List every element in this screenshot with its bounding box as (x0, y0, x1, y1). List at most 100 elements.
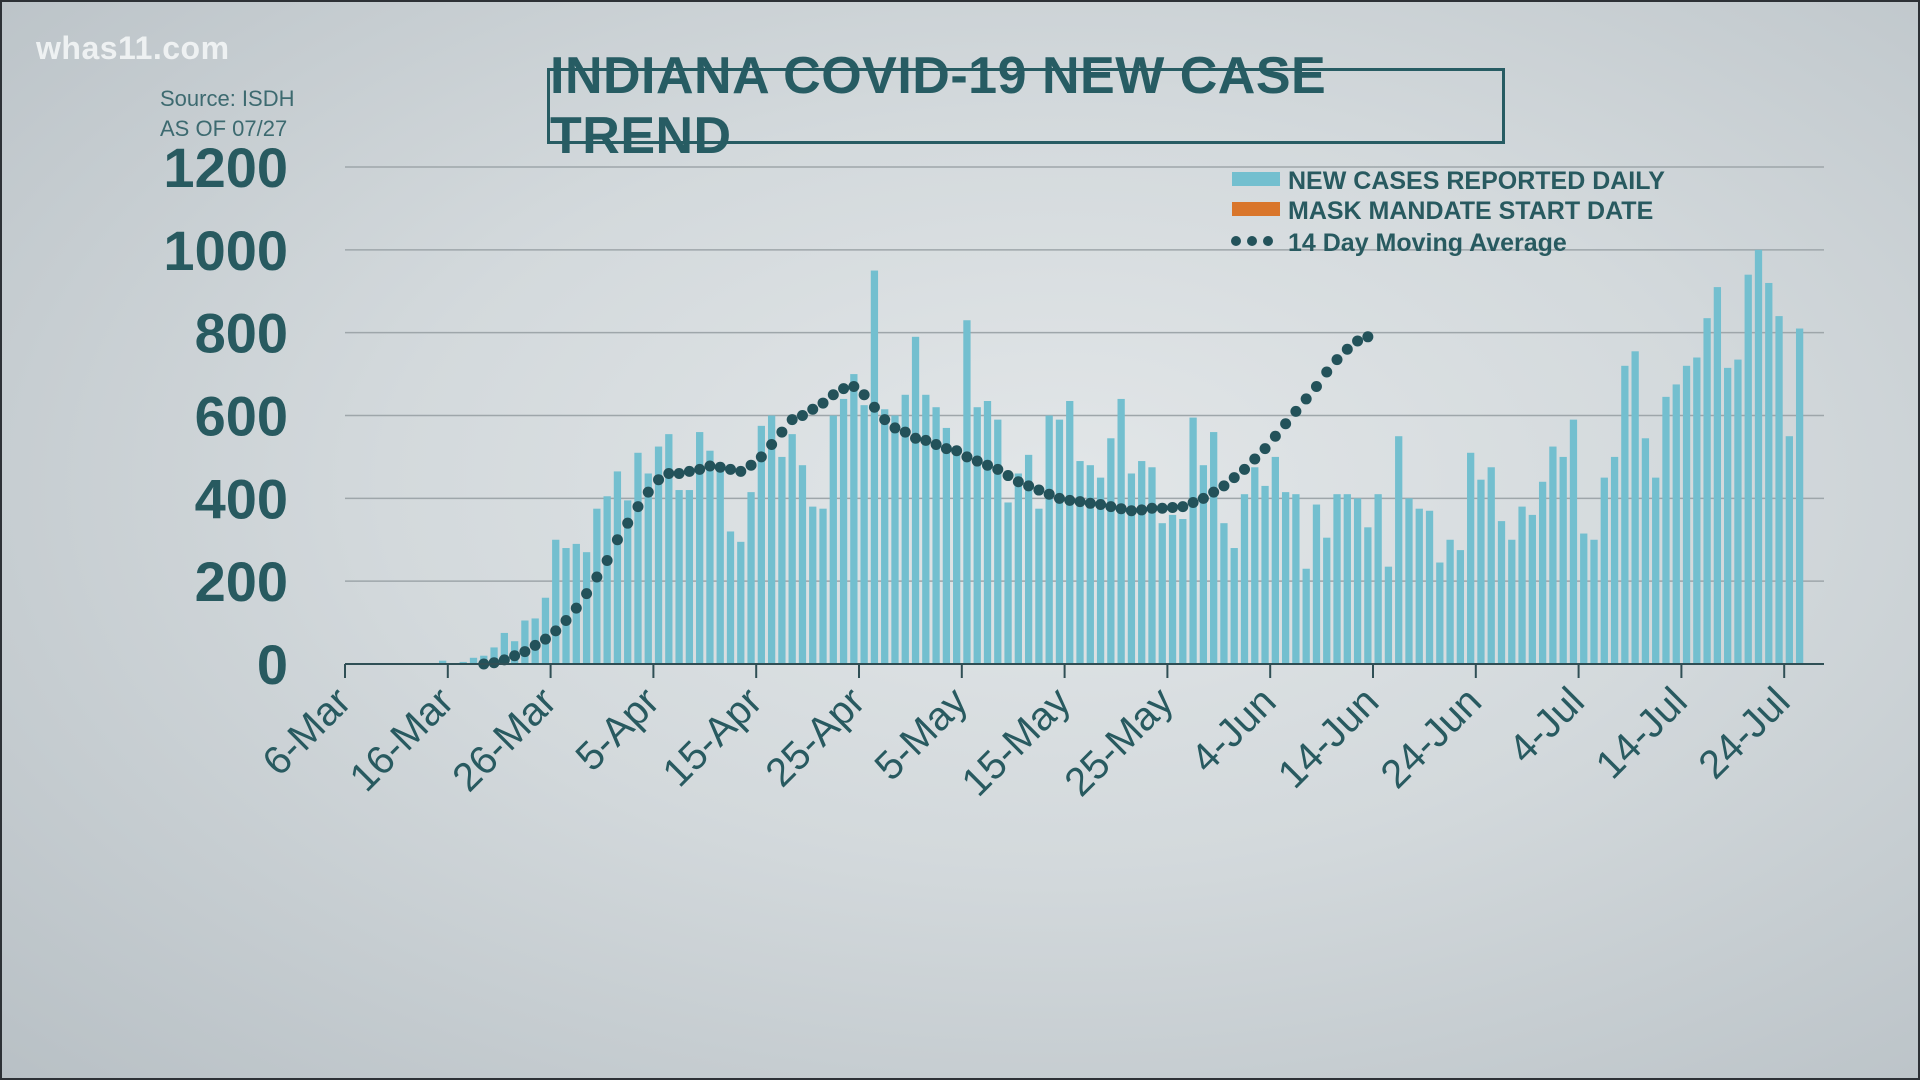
x-tick-label: 25-Apr (757, 679, 873, 795)
moving-average-dot (632, 501, 644, 513)
daily-case-bar (870, 270, 879, 664)
moving-average-dot (1125, 505, 1137, 517)
y-tick-label: 200 (195, 550, 288, 613)
legend-swatch-mask-mandate (1232, 202, 1280, 216)
daily-case-bar (1446, 539, 1454, 664)
daily-case-bar (706, 450, 714, 664)
daily-case-bar (1138, 461, 1146, 664)
legend-dot-moving-average (1247, 236, 1257, 246)
daily-case-bar (1096, 477, 1105, 664)
daily-case-bar (1795, 328, 1804, 664)
moving-average-dot (899, 426, 911, 438)
daily-case-bar (624, 500, 632, 664)
moving-average-dot (1290, 405, 1302, 417)
moving-average-dot (591, 571, 603, 583)
daily-case-bar (1631, 351, 1639, 664)
moving-average-dot (663, 467, 675, 479)
moving-average-dot (735, 465, 747, 477)
gridlines (345, 166, 1824, 582)
moving-average-dot (951, 445, 963, 457)
daily-case-bar (1600, 477, 1608, 664)
daily-case-bar (439, 660, 447, 664)
moving-average-dot (766, 438, 778, 450)
moving-average-dot (1136, 504, 1148, 516)
daily-case-bar (1076, 461, 1084, 664)
moving-average-dot (581, 588, 593, 600)
daily-case-bar (798, 465, 807, 664)
moving-average-dot (807, 403, 819, 415)
chart-title: INDIANA COVID-19 NEW CASE TREND (550, 47, 1327, 165)
moving-average-dot (1300, 393, 1312, 405)
legend-label: NEW CASES REPORTED DAILY (1288, 167, 1665, 195)
daily-case-bar (839, 398, 848, 664)
daily-case-bar (1210, 432, 1218, 664)
moving-average-dot (1321, 366, 1333, 378)
moving-average-dot (920, 434, 932, 446)
moving-average-dot (1167, 501, 1179, 513)
moving-average-dot (827, 389, 839, 401)
daily-case-bar (1621, 365, 1629, 664)
daily-case-bar (809, 506, 817, 664)
daily-case-bar (541, 597, 550, 664)
daily-case-bar (1559, 456, 1567, 664)
x-tick-label: 16-Mar (341, 679, 462, 800)
moving-average-dot (570, 602, 582, 614)
moving-average-dot (930, 438, 942, 450)
daily-case-bar (788, 434, 796, 664)
daily-case-bar (1035, 508, 1043, 664)
moving-average-dot (1208, 486, 1220, 498)
moving-average-dot (1259, 443, 1271, 455)
x-tick-label: 24-Jul (1690, 679, 1798, 787)
legend-swatch-daily-cases (1232, 172, 1280, 186)
daily-case-bar (521, 620, 529, 664)
moving-average-dot (745, 459, 757, 471)
daily-case-bar (1014, 473, 1022, 664)
daily-case-bar (1765, 282, 1773, 664)
legend-dot-moving-average (1263, 236, 1273, 246)
daily-case-bar (1189, 417, 1197, 664)
x-tick-label: 24-Jun (1373, 679, 1491, 797)
daily-case-bar (1364, 527, 1372, 664)
daily-case-bar (654, 446, 663, 664)
moving-average-dot (1310, 381, 1322, 393)
moving-average-dot (560, 615, 572, 627)
daily-case-bar (562, 548, 570, 664)
moving-average-dot (1362, 331, 1374, 343)
daily-case-bar (490, 647, 498, 664)
daily-case-bar (685, 490, 694, 664)
daily-case-bar (819, 508, 827, 664)
moving-average-dot (1115, 503, 1127, 515)
daily-case-bar (994, 419, 1002, 664)
daily-case-bar (901, 394, 909, 664)
moving-average-dot (1002, 470, 1014, 482)
daily-case-bar (1220, 523, 1228, 664)
daily-case-bar (1713, 287, 1722, 664)
daily-case-bar (1127, 473, 1136, 664)
y-tick-label: 0 (257, 633, 288, 696)
moving-average-dot (1012, 476, 1024, 488)
daily-case-bar (1107, 438, 1115, 664)
daily-case-bar (1374, 494, 1382, 664)
legend-label: 14 Day Moving Average (1288, 229, 1567, 257)
moving-average-dot (1074, 496, 1086, 508)
x-tick-label: 14-Jul (1588, 679, 1696, 787)
daily-case-bar (716, 465, 724, 664)
daily-case-bar (500, 632, 508, 664)
moving-average-dot (714, 461, 726, 473)
daily-case-bar (1580, 533, 1588, 664)
daily-case-bar (1251, 467, 1259, 664)
moving-average-dot (550, 625, 562, 637)
moving-average-dot (1197, 492, 1209, 504)
daily-case-bar (1292, 494, 1300, 664)
daily-case-bar (552, 539, 560, 664)
chart-title-box: INDIANA COVID-19 NEW CASE TREND (547, 47, 1505, 165)
daily-case-bar (644, 473, 652, 664)
daily-case-bar (1158, 523, 1166, 664)
daily-case-bar (1117, 398, 1125, 664)
daily-case-bar (634, 452, 642, 664)
daily-case-bar (747, 492, 755, 664)
moving-average-dot (704, 460, 716, 472)
daily-case-bar (1271, 456, 1279, 664)
